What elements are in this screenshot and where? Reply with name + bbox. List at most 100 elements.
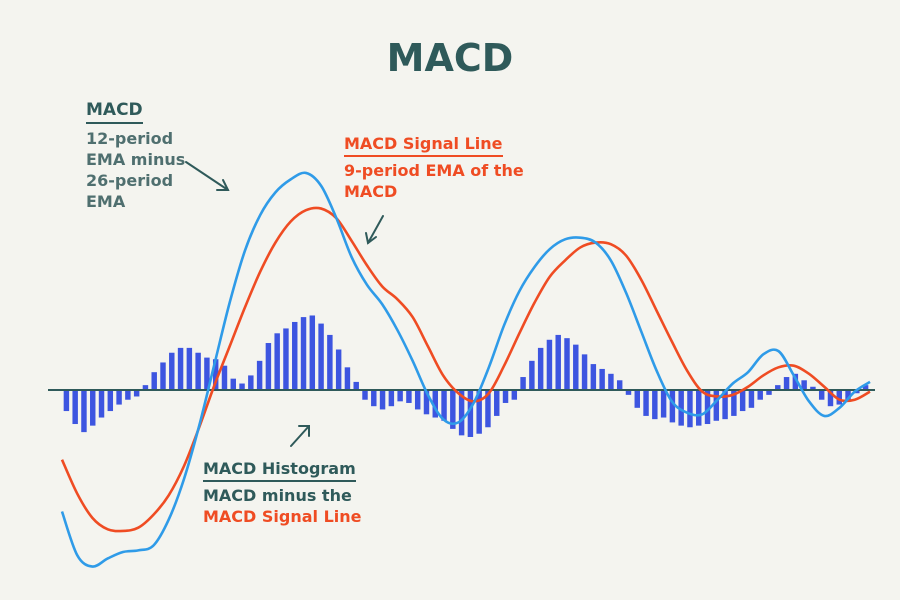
histogram-bar	[476, 390, 482, 434]
histogram-bar	[660, 390, 667, 418]
histogram-bar	[608, 373, 614, 390]
histogram-bar	[221, 365, 228, 390]
histogram-bar	[564, 338, 570, 390]
histogram-annotation-heading: MACD Histogram	[203, 458, 356, 482]
histogram-bar	[458, 390, 465, 436]
histogram-bar	[573, 344, 579, 390]
histogram-bar	[195, 352, 201, 390]
histogram-bar	[634, 390, 640, 408]
histogram-bar	[731, 390, 737, 416]
histogram-bar	[845, 390, 851, 400]
histogram-bar	[283, 328, 289, 390]
histogram-bar	[757, 390, 763, 400]
histogram-bar	[502, 390, 509, 403]
histogram-bar	[652, 390, 658, 420]
macd-annotation-line: EMA minus	[86, 150, 186, 169]
histogram-bar	[116, 390, 122, 405]
histogram-bar	[616, 380, 623, 390]
macd-annotation-line: EMA	[86, 192, 126, 211]
histogram-bar	[248, 375, 254, 390]
histogram-bar	[485, 390, 491, 428]
histogram-bar	[792, 373, 799, 390]
histogram-bar	[406, 390, 412, 403]
histogram-bar	[300, 317, 307, 390]
histogram-bar	[371, 390, 377, 407]
histogram-bar	[687, 390, 693, 428]
histogram-bar	[722, 390, 728, 420]
histogram-bar	[801, 380, 807, 390]
macd-annotation-line: 26-period	[86, 171, 174, 190]
histogram-bar	[212, 359, 219, 390]
histogram-bar	[546, 339, 553, 390]
signal-annotation: MACD Signal Line 9-period EMA of the MAC…	[344, 133, 544, 202]
histogram-bar	[766, 390, 772, 395]
histogram-annotation-line: MACD Signal Line	[203, 507, 362, 526]
histogram-bar	[590, 364, 597, 390]
histogram-bar	[441, 390, 447, 421]
histogram-bar	[353, 381, 359, 390]
histogram-bar	[256, 360, 263, 390]
macd-annotation: MACD 12-period EMA minus 26-period EMA	[86, 100, 216, 212]
histogram-bar	[581, 354, 588, 390]
histogram-bar	[836, 390, 842, 405]
histogram-bar	[467, 390, 474, 437]
histogram-bar	[239, 383, 245, 390]
histogram-bar	[72, 390, 78, 425]
histogram-bar	[511, 390, 518, 400]
chart-title: MACD	[386, 36, 514, 80]
histogram-bar	[362, 390, 368, 400]
histogram-bar	[423, 390, 430, 415]
histogram-bar	[494, 390, 500, 416]
histogram-bar	[529, 360, 535, 390]
histogram-bar	[160, 362, 166, 390]
histogram-bar	[169, 352, 175, 390]
histogram-bar	[713, 390, 720, 421]
signal-annotation-line: MACD	[344, 182, 398, 201]
histogram-bar	[177, 347, 184, 390]
macd-annotation-heading: MACD	[86, 100, 143, 124]
signal-annotation-line: 9-period EMA of the	[344, 161, 524, 180]
histogram-bar	[783, 377, 790, 390]
histogram-bar	[90, 390, 96, 426]
histogram-bar	[292, 321, 298, 390]
histogram-bar	[450, 390, 456, 429]
histogram-annotation: MACD Histogram MACD minus the MACD Signa…	[203, 458, 423, 527]
signal-arrow	[365, 215, 384, 245]
histogram-bar	[125, 390, 131, 400]
histogram-bar	[388, 390, 395, 407]
histogram-bar	[265, 343, 272, 390]
histogram-bar	[309, 315, 316, 390]
histogram-bar	[204, 357, 210, 390]
histogram-bar	[599, 368, 605, 390]
histogram-bar	[107, 390, 114, 412]
histogram-bar	[862, 385, 869, 390]
histogram-bar	[818, 390, 825, 400]
histogram-bar	[327, 334, 333, 390]
histogram-bar	[625, 390, 632, 395]
histogram-bar	[775, 385, 781, 390]
histogram-bar	[151, 372, 157, 390]
histogram-bar	[748, 390, 755, 408]
histogram-bar	[704, 390, 711, 425]
histogram-bar	[432, 390, 438, 418]
histogram-bar	[520, 377, 526, 390]
histogram-bar	[230, 378, 236, 390]
histogram-bar	[98, 390, 105, 418]
histogram-bar	[810, 386, 816, 390]
histogram-bar	[344, 367, 351, 390]
histogram-bar	[142, 385, 149, 390]
histogram-bar	[643, 390, 649, 416]
histogram-bar	[739, 390, 746, 412]
histogram-arrow	[290, 425, 310, 447]
signal-annotation-heading: MACD Signal Line	[344, 133, 503, 157]
histogram-bar	[274, 333, 280, 390]
macd-annotation-line: 12-period	[86, 129, 174, 148]
histogram-bar	[678, 390, 684, 426]
macd-arrow	[185, 161, 230, 191]
histogram-bar	[397, 390, 403, 402]
histogram-bar	[555, 334, 561, 390]
macd-line-series	[60, 171, 871, 568]
histogram-bar	[669, 390, 676, 423]
